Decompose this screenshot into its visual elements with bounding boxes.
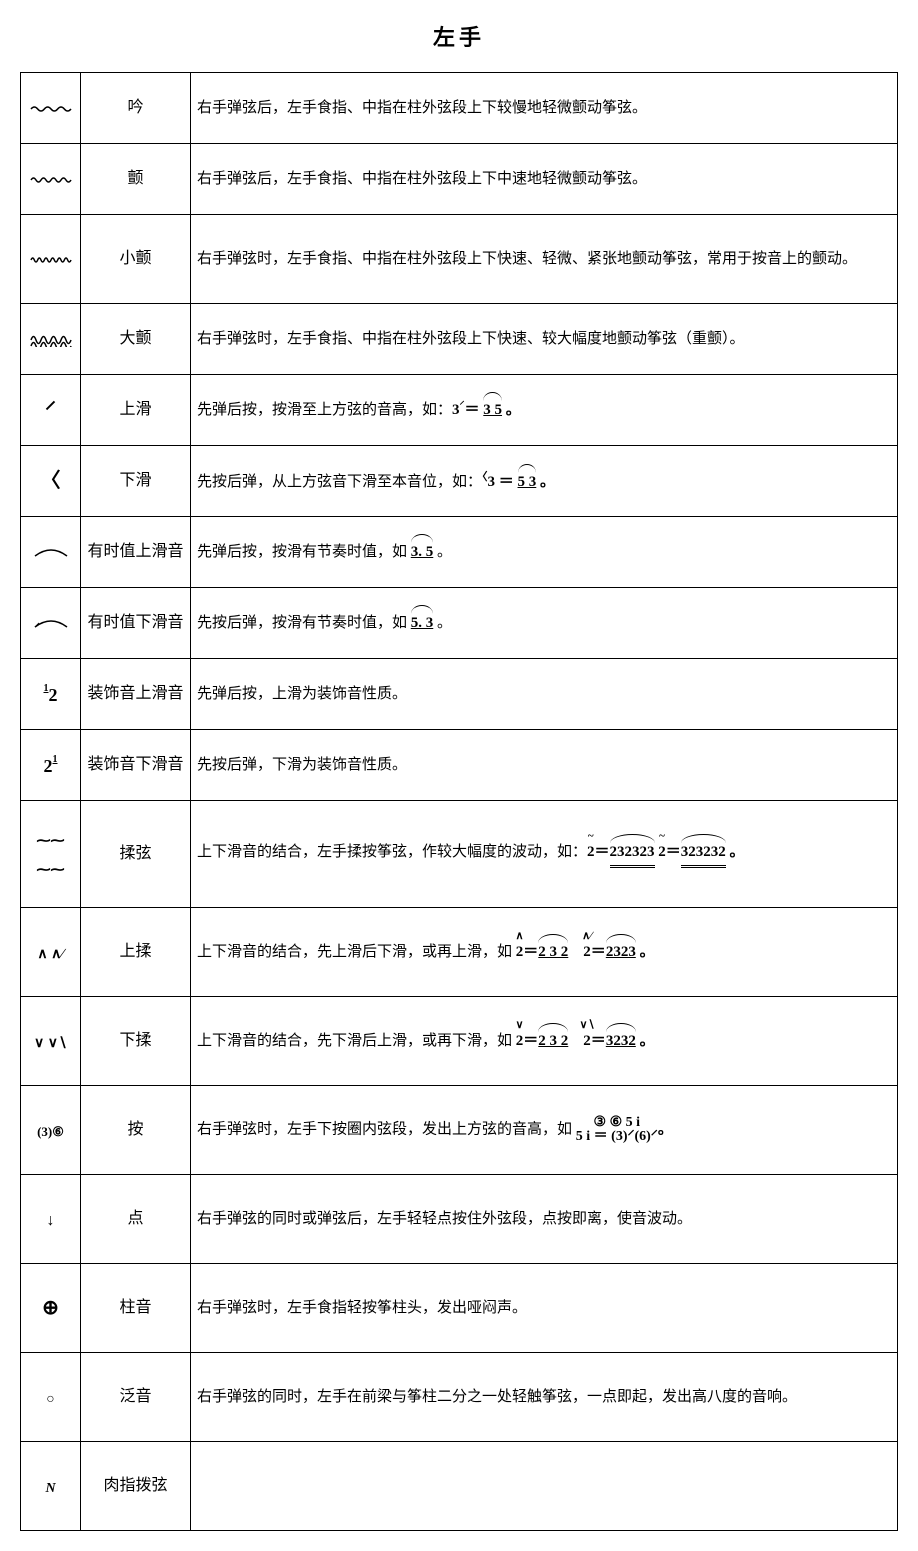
technique-description: 右手弹弦后，左手食指、中指在柱外弦段上下中速地轻微颤动筝弦。 bbox=[191, 144, 898, 215]
desc-text: 右手弹弦的同时或弹弦后，左手轻轻点按住外弦段，点按即离，使音波动。 bbox=[197, 1211, 692, 1227]
table-row: 21装饰音下滑音先按后弹，下滑为装饰音性质。 bbox=[21, 730, 898, 801]
technique-description: 右手弹弦时，左手食指、中指在柱外弦段上下快速、较大幅度地颤动筝弦（重颤）。 bbox=[191, 304, 898, 375]
symbol-cell: ○ bbox=[21, 1353, 81, 1442]
technique-name: 柱音 bbox=[81, 1264, 191, 1353]
technique-name: 肉指拨弦 bbox=[81, 1442, 191, 1531]
technique-description: 上下滑音的结合，先上滑后下滑，或再上滑，如 ∧2＝2 3 2 ∧∕2＝2323 … bbox=[191, 908, 898, 997]
symbol-cell bbox=[21, 517, 81, 588]
technique-description: 右手弹弦的同时或弹弦后，左手轻轻点按住外弦段，点按即离，使音波动。 bbox=[191, 1175, 898, 1264]
technique-description: 右手弹弦时，左手下按圈内弦段，发出上方弦的音高，如 ③ ⑥ 5 i5 i ＝ (… bbox=[191, 1086, 898, 1175]
desc-text: 右手弹弦时，左手食指、中指在柱外弦段上下快速、轻微、紧张地颤动筝弦，常用于按音上… bbox=[197, 251, 857, 267]
desc-text: 右手弹弦后，左手食指、中指在柱外弦段上下较慢地轻微颤动筝弦。 bbox=[197, 100, 647, 116]
desc-text: 先弹后按，按滑有节奏时值，如 bbox=[197, 544, 411, 560]
technique-description: 先按后弹，从上方弦音下滑至本音位，如：〈3 ＝ 5 3 。 bbox=[191, 446, 898, 517]
desc-text: 右手弹弦时，左手食指、中指在柱外弦段上下快速、较大幅度地颤动筝弦（重颤）。 bbox=[197, 331, 745, 347]
desc-text: 上下滑音的结合，先下滑后上滑，或再下滑，如 bbox=[197, 1033, 516, 1049]
technique-name: 按 bbox=[81, 1086, 191, 1175]
technique-name: 有时值上滑音 bbox=[81, 517, 191, 588]
technique-name: 装饰音上滑音 bbox=[81, 659, 191, 730]
desc-text: 先按后弹，从上方弦音下滑至本音位，如： bbox=[197, 474, 482, 490]
desc-text: 右手弹弦后，左手食指、中指在柱外弦段上下中速地轻微颤动筝弦。 bbox=[197, 171, 647, 187]
desc-text: 先按后弹，下滑为装饰音性质。 bbox=[197, 757, 407, 773]
technique-description: 先弹后按，按滑至上方弦的音高，如：3⸍＝ 3 5 。 bbox=[191, 375, 898, 446]
symbol-cell bbox=[21, 215, 81, 304]
technique-description: 先按后弹，按滑有节奏时值，如 5. 3 。 bbox=[191, 588, 898, 659]
symbol-cell: ∨ ∨∖ bbox=[21, 997, 81, 1086]
technique-name: 泛音 bbox=[81, 1353, 191, 1442]
table-row: 小颤右手弹弦时，左手食指、中指在柱外弦段上下快速、轻微、紧张地颤动筝弦，常用于按… bbox=[21, 215, 898, 304]
table-row: 〈下滑先按后弹，从上方弦音下滑至本音位，如：〈3 ＝ 5 3 。 bbox=[21, 446, 898, 517]
desc-text: 右手弹弦时，左手下按圈内弦段，发出上方弦的音高，如 bbox=[197, 1121, 576, 1137]
symbol-cell bbox=[21, 304, 81, 375]
symbol-cell: ↓ bbox=[21, 1175, 81, 1264]
table-row: N肉指拨弦 bbox=[21, 1442, 898, 1531]
symbol-cell: N bbox=[21, 1442, 81, 1531]
table-row: 12装饰音上滑音先弹后按，上滑为装饰音性质。 bbox=[21, 659, 898, 730]
technique-name: 上滑 bbox=[81, 375, 191, 446]
technique-description: 先按后弹，下滑为装饰音性质。 bbox=[191, 730, 898, 801]
technique-name: 点 bbox=[81, 1175, 191, 1264]
desc-text: 先弹后按，上滑为装饰音性质。 bbox=[197, 686, 407, 702]
technique-description: 先弹后按，上滑为装饰音性质。 bbox=[191, 659, 898, 730]
notation-table: 吟右手弹弦后，左手食指、中指在柱外弦段上下较慢地轻微颤动筝弦。颤右手弹弦后，左手… bbox=[20, 72, 898, 1531]
technique-description: 右手弹弦的同时，左手在前梁与筝柱二分之一处轻触筝弦，一点即起，发出高八度的音响。 bbox=[191, 1353, 898, 1442]
technique-name: 下揉 bbox=[81, 997, 191, 1086]
desc-text: 右手弹弦时，左手食指轻按筝柱头，发出哑闷声。 bbox=[197, 1300, 527, 1316]
technique-name: 小颤 bbox=[81, 215, 191, 304]
technique-name: 上揉 bbox=[81, 908, 191, 997]
symbol-cell: ∧ ∧∕ bbox=[21, 908, 81, 997]
table-row: 有时值下滑音先按后弹，按滑有节奏时值，如 5. 3 。 bbox=[21, 588, 898, 659]
symbol-cell: ⁓⁓ ⁓⁓ bbox=[21, 801, 81, 908]
symbol-cell bbox=[21, 588, 81, 659]
technique-description bbox=[191, 1442, 898, 1531]
symbol-cell bbox=[21, 73, 81, 144]
table-row: ⁓⁓ ⁓⁓揉弦上下滑音的结合，左手揉按筝弦，作较大幅度的波动，如：~2＝2323… bbox=[21, 801, 898, 908]
desc-text: 先按后弹，按滑有节奏时值，如 bbox=[197, 615, 411, 631]
technique-name: 下滑 bbox=[81, 446, 191, 517]
desc-text: 上下滑音的结合，先上滑后下滑，或再上滑，如 bbox=[197, 944, 516, 960]
technique-description: 上下滑音的结合，左手揉按筝弦，作较大幅度的波动，如：~2＝232323 ~2＝3… bbox=[191, 801, 898, 908]
technique-description: 右手弹弦时，左手食指轻按筝柱头，发出哑闷声。 bbox=[191, 1264, 898, 1353]
table-row: ○泛音右手弹弦的同时，左手在前梁与筝柱二分之一处轻触筝弦，一点即起，发出高八度的… bbox=[21, 1353, 898, 1442]
technique-description: 右手弹弦后，左手食指、中指在柱外弦段上下较慢地轻微颤动筝弦。 bbox=[191, 73, 898, 144]
desc-text: 上下滑音的结合，左手揉按筝弦，作较大幅度的波动，如： bbox=[197, 844, 587, 860]
table-row: 大颤右手弹弦时，左手食指、中指在柱外弦段上下快速、较大幅度地颤动筝弦（重颤）。 bbox=[21, 304, 898, 375]
technique-name: 大颤 bbox=[81, 304, 191, 375]
desc-text: 右手弹弦的同时，左手在前梁与筝柱二分之一处轻触筝弦，一点即起，发出高八度的音响。 bbox=[197, 1389, 797, 1405]
technique-description: 右手弹弦时，左手食指、中指在柱外弦段上下快速、轻微、紧张地颤动筝弦，常用于按音上… bbox=[191, 215, 898, 304]
symbol-cell: 〈 bbox=[21, 446, 81, 517]
table-row: (3)⑥按右手弹弦时，左手下按圈内弦段，发出上方弦的音高，如 ③ ⑥ 5 i5 … bbox=[21, 1086, 898, 1175]
page-title: 左手 bbox=[20, 20, 898, 52]
table-row: ∨ ∨∖下揉上下滑音的结合，先下滑后上滑，或再下滑，如 ∨2＝2 3 2 ∨∖2… bbox=[21, 997, 898, 1086]
technique-description: 上下滑音的结合，先下滑后上滑，或再下滑，如 ∨2＝2 3 2 ∨∖2＝3232 … bbox=[191, 997, 898, 1086]
table-row: ⊕柱音右手弹弦时，左手食指轻按筝柱头，发出哑闷声。 bbox=[21, 1264, 898, 1353]
symbol-cell: 21 bbox=[21, 730, 81, 801]
technique-description: 先弹后按，按滑有节奏时值，如 3. 5 。 bbox=[191, 517, 898, 588]
technique-name: 吟 bbox=[81, 73, 191, 144]
table-row: ∧ ∧∕上揉上下滑音的结合，先上滑后下滑，或再上滑，如 ∧2＝2 3 2 ∧∕2… bbox=[21, 908, 898, 997]
technique-name: 颤 bbox=[81, 144, 191, 215]
technique-name: 揉弦 bbox=[81, 801, 191, 908]
table-row: 吟右手弹弦后，左手食指、中指在柱外弦段上下较慢地轻微颤动筝弦。 bbox=[21, 73, 898, 144]
table-row: ↓点右手弹弦的同时或弹弦后，左手轻轻点按住外弦段，点按即离，使音波动。 bbox=[21, 1175, 898, 1264]
table-row: ⸍上滑先弹后按，按滑至上方弦的音高，如：3⸍＝ 3 5 。 bbox=[21, 375, 898, 446]
table-row: 颤右手弹弦后，左手食指、中指在柱外弦段上下中速地轻微颤动筝弦。 bbox=[21, 144, 898, 215]
symbol-cell: 12 bbox=[21, 659, 81, 730]
technique-name: 装饰音下滑音 bbox=[81, 730, 191, 801]
symbol-cell: ⊕ bbox=[21, 1264, 81, 1353]
symbol-cell: ⸍ bbox=[21, 375, 81, 446]
desc-text: 先弹后按，按滑至上方弦的音高，如： bbox=[197, 402, 452, 418]
table-row: 有时值上滑音先弹后按，按滑有节奏时值，如 3. 5 。 bbox=[21, 517, 898, 588]
symbol-cell: (3)⑥ bbox=[21, 1086, 81, 1175]
technique-name: 有时值下滑音 bbox=[81, 588, 191, 659]
symbol-cell bbox=[21, 144, 81, 215]
